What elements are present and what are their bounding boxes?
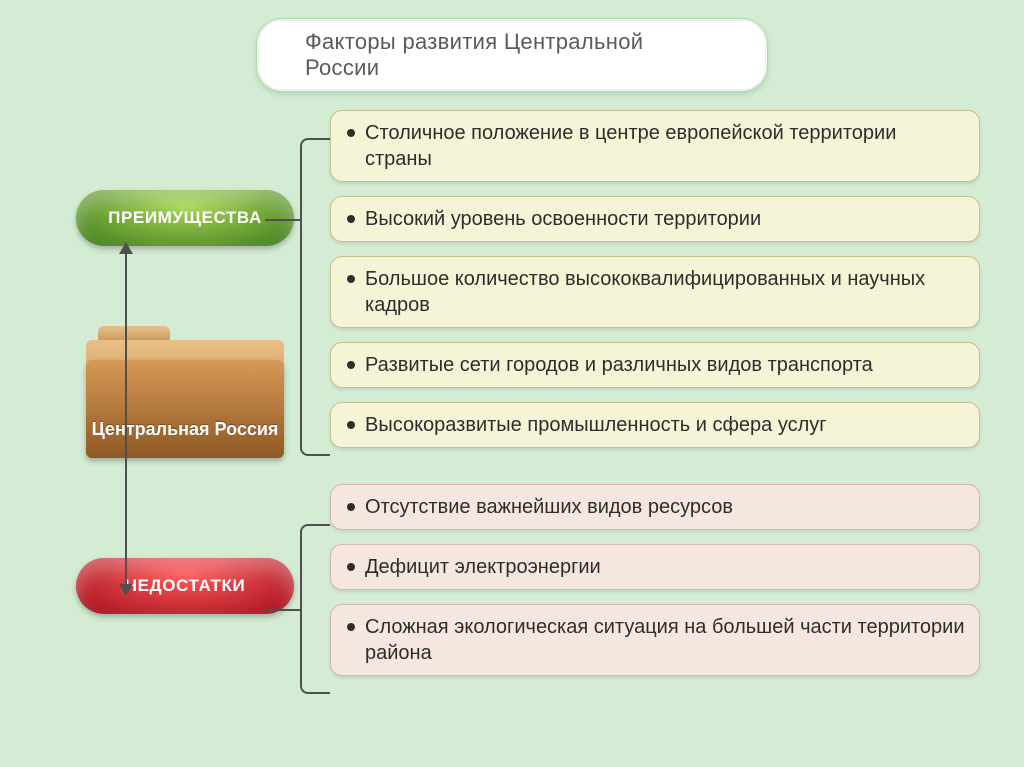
bracket-disadvantages: [300, 524, 330, 694]
connector-vertical: [125, 250, 127, 590]
page-title: Факторы развития Центральной России: [256, 18, 768, 92]
disadvantages-item: Сложная экологическая ситуация на больше…: [330, 604, 980, 676]
left-column: ПРЕИМУЩЕСТВА Центральная Россия НЕДОСТАТ…: [60, 160, 310, 640]
connector-dis-h: [265, 609, 300, 611]
central-folder: Центральная Россия: [86, 340, 284, 458]
folder-label: Центральная Россия: [92, 418, 279, 441]
disadvantages-item: Отсутствие важнейших видов ресурсов: [330, 484, 980, 530]
advantages-item: Высокий уровень освоенности территории: [330, 196, 980, 242]
advantages-item: Большое количество высококвалифицированн…: [330, 256, 980, 328]
disadvantages-pill: НЕДОСТАТКИ: [76, 558, 294, 614]
advantages-item: Развитые сети городов и различных видов …: [330, 342, 980, 388]
arrow-up-icon: [119, 242, 133, 254]
group-gap: [330, 462, 980, 484]
arrow-down-icon: [119, 584, 133, 596]
advantages-group: Столичное положение в центре европейской…: [330, 110, 980, 448]
folder-front: Центральная Россия: [86, 360, 284, 458]
right-column: Столичное положение в центре европейской…: [330, 110, 980, 690]
advantages-item: Высокоразвитые промышленность и сфера ус…: [330, 402, 980, 448]
disadvantages-item: Дефицит электроэнергии: [330, 544, 980, 590]
connector-adv-h: [265, 219, 300, 221]
advantages-pill: ПРЕИМУЩЕСТВА: [76, 190, 294, 246]
advantages-item: Столичное положение в центре европейской…: [330, 110, 980, 182]
disadvantages-group: Отсутствие важнейших видов ресурсов Дефиц…: [330, 484, 980, 676]
bracket-advantages: [300, 138, 330, 456]
